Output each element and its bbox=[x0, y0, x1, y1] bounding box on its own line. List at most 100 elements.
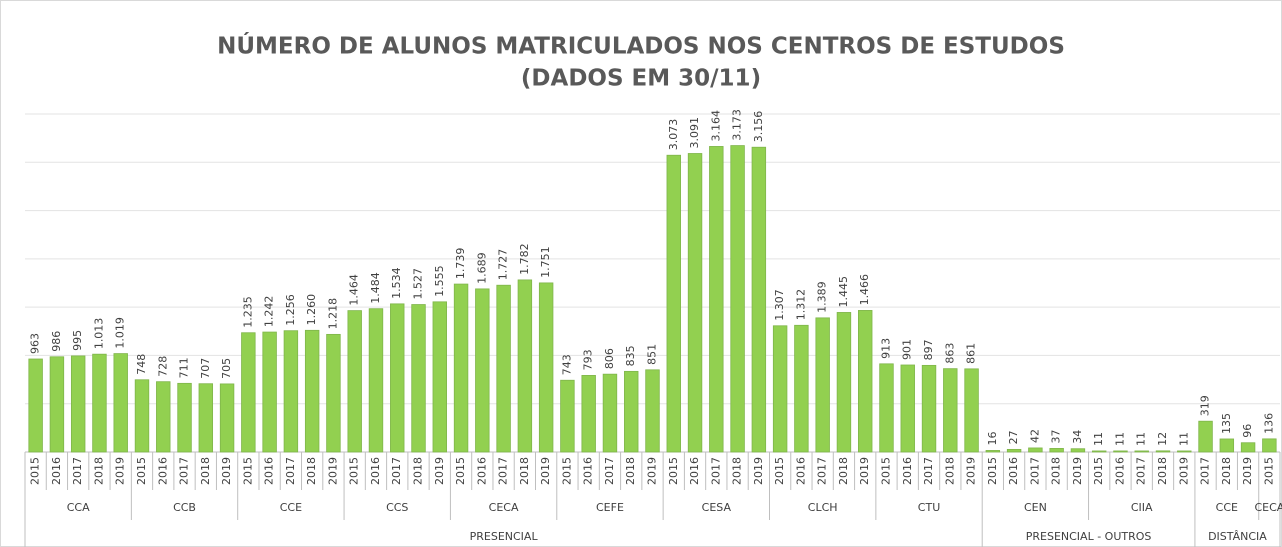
x-tick-label: 2019 bbox=[220, 457, 233, 485]
x-tick-label: 2019 bbox=[965, 457, 978, 485]
bar bbox=[921, 364, 937, 453]
x-tick-label: 2017 bbox=[390, 457, 403, 485]
x-tick-label: 2018 bbox=[92, 457, 105, 485]
value-label: 806 bbox=[603, 348, 616, 369]
value-label: 96 bbox=[1241, 424, 1254, 438]
value-label: 901 bbox=[901, 339, 914, 360]
x-tick-label: 2015 bbox=[454, 457, 467, 485]
value-label: 1.751 bbox=[539, 246, 552, 278]
bar bbox=[751, 146, 767, 453]
bar bbox=[1006, 448, 1022, 453]
group-label: CCE bbox=[1216, 501, 1238, 514]
value-label: 319 bbox=[1199, 395, 1212, 416]
x-tick-label: 2015 bbox=[1092, 457, 1105, 485]
value-label: 1.445 bbox=[837, 276, 850, 308]
value-label: 861 bbox=[965, 343, 978, 364]
x-tick-label: 2018 bbox=[412, 457, 425, 485]
bar bbox=[1219, 438, 1235, 453]
bar bbox=[368, 308, 384, 453]
bar bbox=[858, 310, 873, 453]
group-label: CECA bbox=[489, 501, 519, 514]
bar bbox=[1177, 450, 1192, 453]
group-label: CESA bbox=[702, 501, 732, 514]
bar bbox=[964, 368, 979, 453]
x-tick-label: 2019 bbox=[1241, 457, 1254, 485]
bar bbox=[1070, 448, 1086, 453]
bar bbox=[772, 325, 788, 453]
bar bbox=[1091, 450, 1107, 453]
x-tick-label: 2016 bbox=[50, 457, 63, 485]
x-tick-label: 2015 bbox=[986, 457, 999, 485]
supergroup-label: DISTÂNCIA bbox=[1208, 530, 1267, 543]
bar bbox=[262, 331, 277, 453]
value-label: 136 bbox=[1262, 413, 1275, 434]
value-label: 913 bbox=[879, 338, 892, 359]
x-tick-label: 2016 bbox=[369, 457, 382, 485]
value-label: 11 bbox=[1177, 432, 1190, 446]
x-tick-label: 2017 bbox=[816, 457, 829, 485]
group-label: CEFE bbox=[596, 501, 624, 514]
value-label: 793 bbox=[582, 349, 595, 370]
value-label: 851 bbox=[646, 344, 659, 365]
x-tick-label: 2018 bbox=[1220, 457, 1233, 485]
bar bbox=[475, 288, 490, 453]
bar bbox=[1134, 450, 1149, 453]
bar bbox=[1155, 450, 1171, 453]
x-tick-label: 2016 bbox=[901, 457, 914, 485]
x-tick-label: 2016 bbox=[688, 457, 701, 485]
bar bbox=[538, 282, 554, 453]
bar bbox=[943, 368, 958, 453]
value-label: 835 bbox=[624, 345, 637, 366]
bar bbox=[177, 382, 192, 453]
x-tick-label: 2019 bbox=[114, 457, 127, 485]
bar bbox=[347, 310, 362, 453]
chart-title: NÚMERO DE ALUNOS MATRICULADOS NOS CENTRO… bbox=[217, 32, 1065, 60]
x-tick-label: 2017 bbox=[1135, 457, 1148, 485]
bar bbox=[900, 364, 915, 453]
bar bbox=[730, 145, 745, 453]
x-tick-label: 2017 bbox=[1199, 457, 1212, 485]
bar bbox=[645, 369, 660, 453]
x-tick-label: 2018 bbox=[305, 457, 318, 485]
bar bbox=[879, 363, 894, 453]
value-label: 1.307 bbox=[773, 289, 786, 321]
group-label: CCA bbox=[67, 501, 90, 514]
x-tick-label: 2015 bbox=[773, 457, 786, 485]
value-label: 12 bbox=[1156, 432, 1169, 446]
bar bbox=[70, 355, 86, 453]
value-label: 135 bbox=[1220, 413, 1233, 434]
x-tick-label: 2016 bbox=[794, 457, 807, 485]
value-label: 1.013 bbox=[92, 318, 105, 350]
value-label: 1.689 bbox=[475, 252, 488, 284]
value-label: 3.156 bbox=[752, 111, 765, 143]
x-tick-label: 2016 bbox=[475, 457, 488, 485]
x-tick-label: 2016 bbox=[1113, 457, 1126, 485]
x-tick-label: 2015 bbox=[1262, 457, 1275, 485]
value-label: 963 bbox=[29, 333, 42, 354]
x-tick-label: 2019 bbox=[433, 457, 446, 485]
x-tick-label: 2015 bbox=[348, 457, 361, 485]
bar bbox=[241, 332, 256, 453]
value-label: 27 bbox=[1007, 430, 1020, 444]
bar bbox=[1113, 450, 1128, 453]
bar bbox=[411, 304, 426, 453]
group-label: CCB bbox=[173, 501, 196, 514]
x-tick-label: 2019 bbox=[1177, 457, 1190, 485]
x-tick-label: 2016 bbox=[1007, 457, 1020, 485]
value-label: 705 bbox=[220, 358, 233, 379]
x-tick-label: 2016 bbox=[582, 457, 595, 485]
value-label: 3.164 bbox=[709, 110, 722, 142]
bar bbox=[198, 383, 214, 453]
group-label: CCE bbox=[280, 501, 302, 514]
bar bbox=[794, 324, 809, 453]
value-label: 1.555 bbox=[433, 265, 446, 297]
bar bbox=[113, 353, 128, 453]
bar bbox=[1240, 442, 1256, 453]
value-label: 1.256 bbox=[284, 294, 297, 326]
supergroup-label: PRESENCIAL - OUTROS bbox=[1026, 530, 1152, 543]
bar bbox=[134, 379, 150, 453]
bar bbox=[219, 383, 235, 453]
bar bbox=[666, 154, 681, 453]
bar bbox=[1049, 448, 1064, 453]
